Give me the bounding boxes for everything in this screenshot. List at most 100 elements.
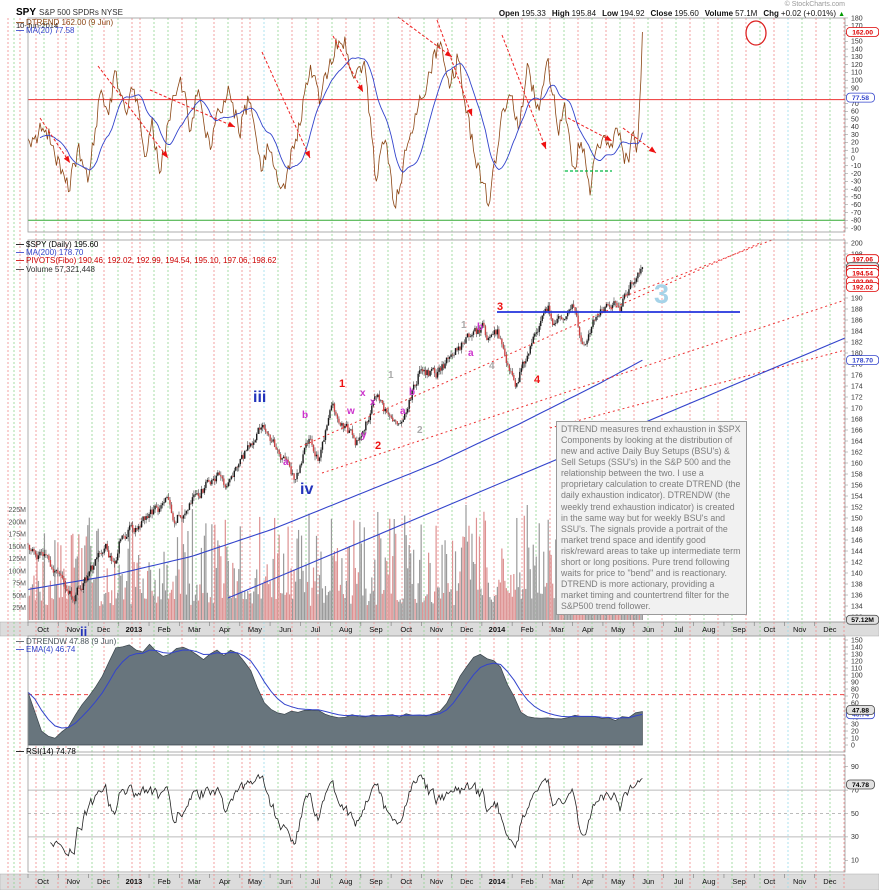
ohlc-value: +0.02 (+0.01%) (780, 9, 837, 18)
svg-text:Feb: Feb (158, 625, 171, 634)
dtrendw-area (27, 643, 643, 746)
chart-header: SPY S&P 500 SPDRs NYSE 10-Jun-2014 (16, 2, 123, 30)
svg-text:30: 30 (851, 834, 859, 841)
volume-bars (27, 505, 643, 620)
svg-text:Apr: Apr (219, 625, 231, 634)
svg-text:168: 168 (851, 416, 863, 423)
svg-text:150M: 150M (8, 544, 26, 551)
svg-text:Nov: Nov (430, 625, 444, 634)
svg-text:-90: -90 (851, 225, 861, 232)
svg-text:197.06: 197.06 (852, 257, 873, 264)
svg-text:Dec: Dec (460, 625, 474, 634)
svg-text:a: a (283, 457, 289, 468)
svg-text:50M: 50M (12, 593, 26, 600)
svg-text:b: b (477, 322, 483, 333)
svg-text:80: 80 (851, 686, 859, 693)
ticker-description: S&P 500 SPDRs NYSE (39, 8, 123, 17)
price-right-axis: 2001981961941921901881861841821801781761… (845, 240, 879, 625)
svg-text:Aug: Aug (339, 877, 352, 886)
dtrend-panel-border (27, 17, 846, 233)
ticker-symbol: SPY (16, 7, 37, 18)
svg-text:154: 154 (851, 493, 863, 500)
svg-text:10: 10 (851, 735, 859, 742)
highlight-circle (745, 20, 767, 46)
svg-text:b: b (302, 410, 308, 421)
price-panel-border (27, 239, 846, 623)
svg-text:4: 4 (534, 374, 541, 386)
legend-item: — RSI(14) 74.78 (16, 747, 76, 756)
svg-text:Apr: Apr (582, 625, 594, 634)
svg-text:146: 146 (851, 537, 863, 544)
svg-text:136: 136 (851, 592, 863, 599)
svg-text:25M: 25M (12, 605, 26, 612)
svg-text:90: 90 (851, 85, 859, 92)
svg-text:125M: 125M (8, 556, 26, 563)
svg-text:Jul: Jul (674, 625, 684, 634)
svg-text:4: 4 (489, 361, 495, 372)
svg-text:50: 50 (851, 116, 859, 123)
svg-text:-30: -30 (851, 179, 861, 186)
legend-text: DTREND 162.00 (9 Jun) (26, 18, 114, 27)
svg-text:120: 120 (851, 658, 863, 665)
svg-text:140: 140 (851, 46, 863, 53)
svg-text:b: b (409, 387, 415, 398)
ohlc-label: Low (602, 9, 619, 18)
legend-item: — Volume 57,321,448 (16, 265, 276, 274)
svg-text:10: 10 (851, 148, 859, 155)
ohlc-value: 195.33 (521, 9, 546, 18)
dtrend-fan-lines (39, 16, 657, 172)
svg-text:40: 40 (851, 124, 859, 131)
svg-text:160: 160 (851, 460, 863, 467)
svg-text:60: 60 (851, 109, 859, 116)
svg-text:Sep: Sep (732, 625, 745, 634)
legend-swatch-icon: — (16, 248, 24, 258)
legend-text: EMA(4) 46.74 (26, 645, 76, 655)
svg-text:30: 30 (851, 721, 859, 728)
svg-text:Nov: Nov (67, 625, 81, 634)
svg-text:0: 0 (851, 155, 855, 162)
svg-text:144: 144 (851, 548, 863, 555)
ohlc-value: 195.84 (571, 9, 597, 18)
svg-text:Dec: Dec (97, 877, 111, 886)
svg-text:Jun: Jun (279, 625, 291, 634)
svg-text:Oct: Oct (764, 877, 777, 886)
svg-text:Jun: Jun (642, 877, 654, 886)
svg-text:50: 50 (851, 811, 859, 818)
dtrend-right-axis: 1801701601501401301201101009080706050403… (845, 15, 879, 232)
svg-text:Aug: Aug (339, 625, 352, 634)
svg-text:3: 3 (497, 301, 503, 313)
svg-text:180: 180 (851, 15, 863, 22)
svg-text:Feb: Feb (521, 625, 534, 634)
svg-text:Oct: Oct (764, 625, 777, 634)
svg-text:1: 1 (388, 370, 394, 381)
price-panel-legend: — $SPY (Daily) 195.60— MA(200) 178.70— PIVO… (16, 240, 276, 274)
legend-item: — DTREND 162.00 (9 Jun) (16, 18, 114, 27)
legend-swatch-icon: — (16, 240, 24, 249)
svg-text:130: 130 (851, 651, 863, 658)
dtrendw-panel-legend: — DTRENDW 47.88 (9 Jun) — EMA(4) 46.74 (16, 637, 116, 654)
svg-text:190: 190 (851, 295, 863, 302)
svg-text:-50: -50 (851, 194, 861, 201)
legend-item: — DTRENDW 47.88 (9 Jun) (16, 637, 116, 646)
svg-text:170: 170 (851, 23, 863, 30)
svg-text:May: May (248, 625, 262, 634)
svg-text:150: 150 (851, 515, 863, 522)
legend-item: — EMA(4) 46.74 (16, 646, 116, 654)
legend-swatch-icon: — (16, 18, 24, 27)
svg-text:70: 70 (851, 693, 859, 700)
svg-text:130: 130 (851, 54, 863, 61)
svg-text:a: a (400, 406, 406, 417)
svg-text:Sep: Sep (369, 625, 382, 634)
svg-text:200M: 200M (8, 519, 26, 526)
legend-item: — MA(200) 178.70 (16, 249, 276, 257)
svg-text:Mar: Mar (188, 625, 201, 634)
svg-text:2013: 2013 (126, 877, 143, 886)
svg-text:152: 152 (851, 504, 863, 511)
svg-text:1: 1 (339, 378, 345, 390)
svg-text:162.00: 162.00 (852, 29, 873, 36)
copyright-text: © StockCharts.com (784, 1, 845, 8)
svg-text:Jul: Jul (674, 877, 684, 886)
svg-text:-80: -80 (851, 218, 861, 225)
svg-text:20: 20 (851, 140, 859, 147)
